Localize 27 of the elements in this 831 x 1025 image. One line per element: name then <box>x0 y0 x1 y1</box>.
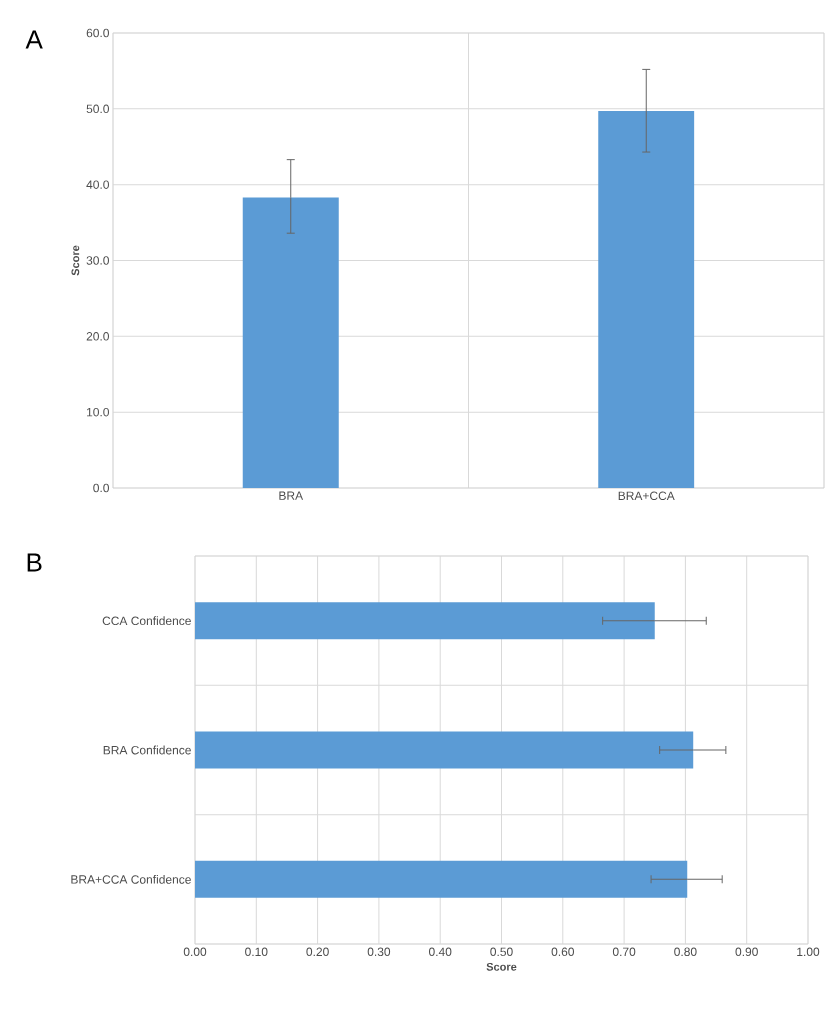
x-tick-label: 0.10 <box>245 947 268 957</box>
x-tick-label: 0.90 <box>735 947 758 957</box>
x-tick-label: 0.80 <box>674 947 697 957</box>
x-tick-label: 0.60 <box>551 947 575 957</box>
y-tick-label: 20.0 <box>86 332 109 341</box>
x-tick-label: 0.00 <box>183 947 207 957</box>
y-tick-label: 0.0 <box>93 483 109 493</box>
x-tick-label: 0.70 <box>612 947 636 957</box>
chart-title: B <box>27 553 42 572</box>
y-tick-label: 60.0 <box>86 28 109 38</box>
x-axis-title: Score <box>486 962 517 971</box>
x-tick-label: 0.30 <box>367 947 391 957</box>
y-axis-title: Score <box>71 245 80 276</box>
x-tick-label: 0.40 <box>428 947 452 957</box>
chart-title: A <box>25 30 43 49</box>
y-tick-label: 40.0 <box>86 180 109 189</box>
y-tick-label: 30.0 <box>86 256 109 265</box>
y-tick-label: CCA Confidence <box>102 616 191 626</box>
y-tick-label: BRA+CCA Confidence <box>71 874 191 884</box>
x-tick-label: 0.20 <box>306 947 329 957</box>
x-tick-label: BRA <box>279 491 304 500</box>
x-tick-label: 1.00 <box>797 947 820 957</box>
y-tick-label: BRA Confidence <box>103 745 191 755</box>
y-tick-label: 50.0 <box>86 104 109 114</box>
x-tick-label: 0.50 <box>490 947 513 957</box>
y-tick-label: 10.0 <box>87 407 109 417</box>
x-tick-label: BRA+CCA <box>618 491 675 501</box>
